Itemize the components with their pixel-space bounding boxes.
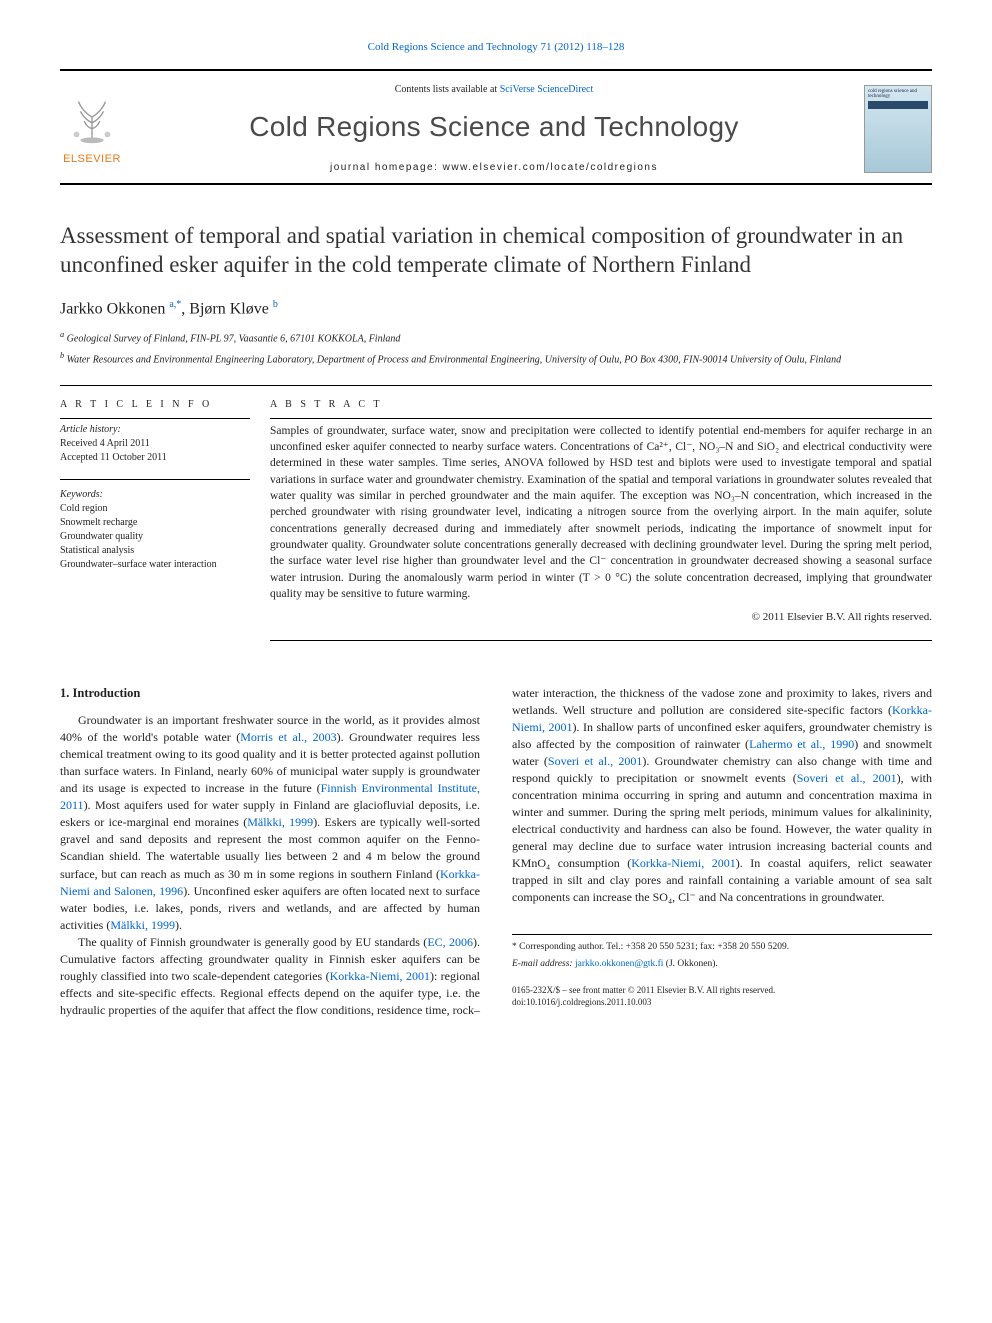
- article-info-column: A R T I C L E I N F O Article history: R…: [60, 386, 270, 641]
- ref-link[interactable]: EC, 2006: [427, 935, 473, 949]
- sciencedirect-link[interactable]: SciVerse ScienceDirect: [500, 84, 594, 95]
- cover-title-text: cold regions science and technology: [868, 89, 928, 99]
- publisher-logo-block: ELSEVIER: [60, 90, 124, 167]
- authors-line: Jarkko Okkonen a,*, Bjørn Kløve b: [60, 298, 932, 321]
- introduction-section: 1. Introduction Groundwater is an import…: [60, 685, 932, 1019]
- affiliation-a: a Geological Survey of Finland, FIN-PL 9…: [60, 329, 932, 346]
- ref-link[interactable]: Soveri et al., 2001: [797, 771, 897, 785]
- publisher-name: ELSEVIER: [63, 152, 121, 167]
- keyword: Groundwater quality: [60, 530, 250, 544]
- received-date: Received 4 April 2011: [60, 437, 250, 451]
- corr-author-line: * Corresponding author. Tel.: +358 20 55…: [512, 941, 932, 954]
- abstract-copyright: © 2011 Elsevier B.V. All rights reserved…: [270, 610, 932, 625]
- abstract-bottom-rule: [270, 640, 932, 641]
- ref-link[interactable]: Morris et al., 2003: [240, 730, 336, 744]
- journal-cover-thumbnail: cold regions science and technology: [864, 85, 932, 173]
- keywords-label: Keywords:: [60, 488, 250, 502]
- header-center: Contents lists available at SciVerse Sci…: [124, 83, 864, 174]
- author-2: Bjørn Kløve: [189, 301, 273, 318]
- ref-link[interactable]: Lahermo et al., 1990: [749, 737, 854, 751]
- issn-line: 0165-232X/$ – see front matter © 2011 El…: [512, 984, 932, 997]
- contents-line: Contents lists available at SciVerse Sci…: [124, 83, 864, 97]
- keywords-section: Keywords: Cold region Snowmelt recharge …: [60, 488, 250, 572]
- abstract-heading: A B S T R A C T: [270, 398, 932, 419]
- affiliation-b: b Water Resources and Environmental Engi…: [60, 350, 932, 367]
- history-label: Article history:: [60, 423, 250, 437]
- ref-link[interactable]: Korkka-Niemi, 2001: [330, 969, 430, 983]
- author-1: Jarkko Okkonen: [60, 301, 169, 318]
- journal-name: Cold Regions Science and Technology: [124, 107, 864, 146]
- email-author-suffix: (J. Okkonen).: [663, 959, 717, 969]
- elsevier-tree-logo: [63, 90, 121, 148]
- contents-prefix: Contents lists available at: [395, 84, 500, 95]
- accepted-date: Accepted 11 October 2011: [60, 451, 250, 465]
- corresponding-author-footer: * Corresponding author. Tel.: +358 20 55…: [512, 934, 932, 1009]
- corr-email-link[interactable]: jarkko.okkonen@gtk.fi: [575, 959, 663, 969]
- issue-citation-link[interactable]: Cold Regions Science and Technology 71 (…: [60, 40, 932, 55]
- info-divider: [60, 479, 250, 480]
- keyword: Cold region: [60, 502, 250, 516]
- article-title: Assessment of temporal and spatial varia…: [60, 221, 932, 281]
- journal-homepage: journal homepage: www.elsevier.com/locat…: [124, 161, 864, 175]
- ref-link[interactable]: Mälkki, 1999: [247, 815, 313, 829]
- article-info-heading: A R T I C L E I N F O: [60, 398, 250, 419]
- email-label: E-mail address:: [512, 959, 575, 969]
- section-heading-1: 1. Introduction: [60, 685, 480, 703]
- author-2-affil-link[interactable]: b: [273, 299, 278, 310]
- keyword: Groundwater–surface water interaction: [60, 558, 250, 572]
- ref-link[interactable]: Korkka-Niemi, 2001: [631, 856, 736, 870]
- abstract-column: A B S T R A C T Samples of groundwater, …: [270, 386, 932, 641]
- keyword: Statistical analysis: [60, 544, 250, 558]
- intro-para-1: Groundwater is an important freshwater s…: [60, 712, 480, 933]
- journal-header: ELSEVIER Contents lists available at Sci…: [60, 69, 932, 184]
- corr-email-line: E-mail address: jarkko.okkonen@gtk.fi (J…: [512, 958, 932, 971]
- info-abstract-row: A R T I C L E I N F O Article history: R…: [60, 385, 932, 641]
- keyword: Snowmelt recharge: [60, 516, 250, 530]
- doi-line: doi:10.1016/j.coldregions.2011.10.003: [512, 996, 932, 1009]
- cover-band: [868, 101, 928, 109]
- ref-link[interactable]: Mälkki, 1999: [110, 918, 175, 932]
- abstract-text: Samples of groundwater, surface water, s…: [270, 423, 932, 603]
- article-history: Article history: Received 4 April 2011 A…: [60, 423, 250, 465]
- ref-link[interactable]: Soveri et al., 2001: [548, 754, 642, 768]
